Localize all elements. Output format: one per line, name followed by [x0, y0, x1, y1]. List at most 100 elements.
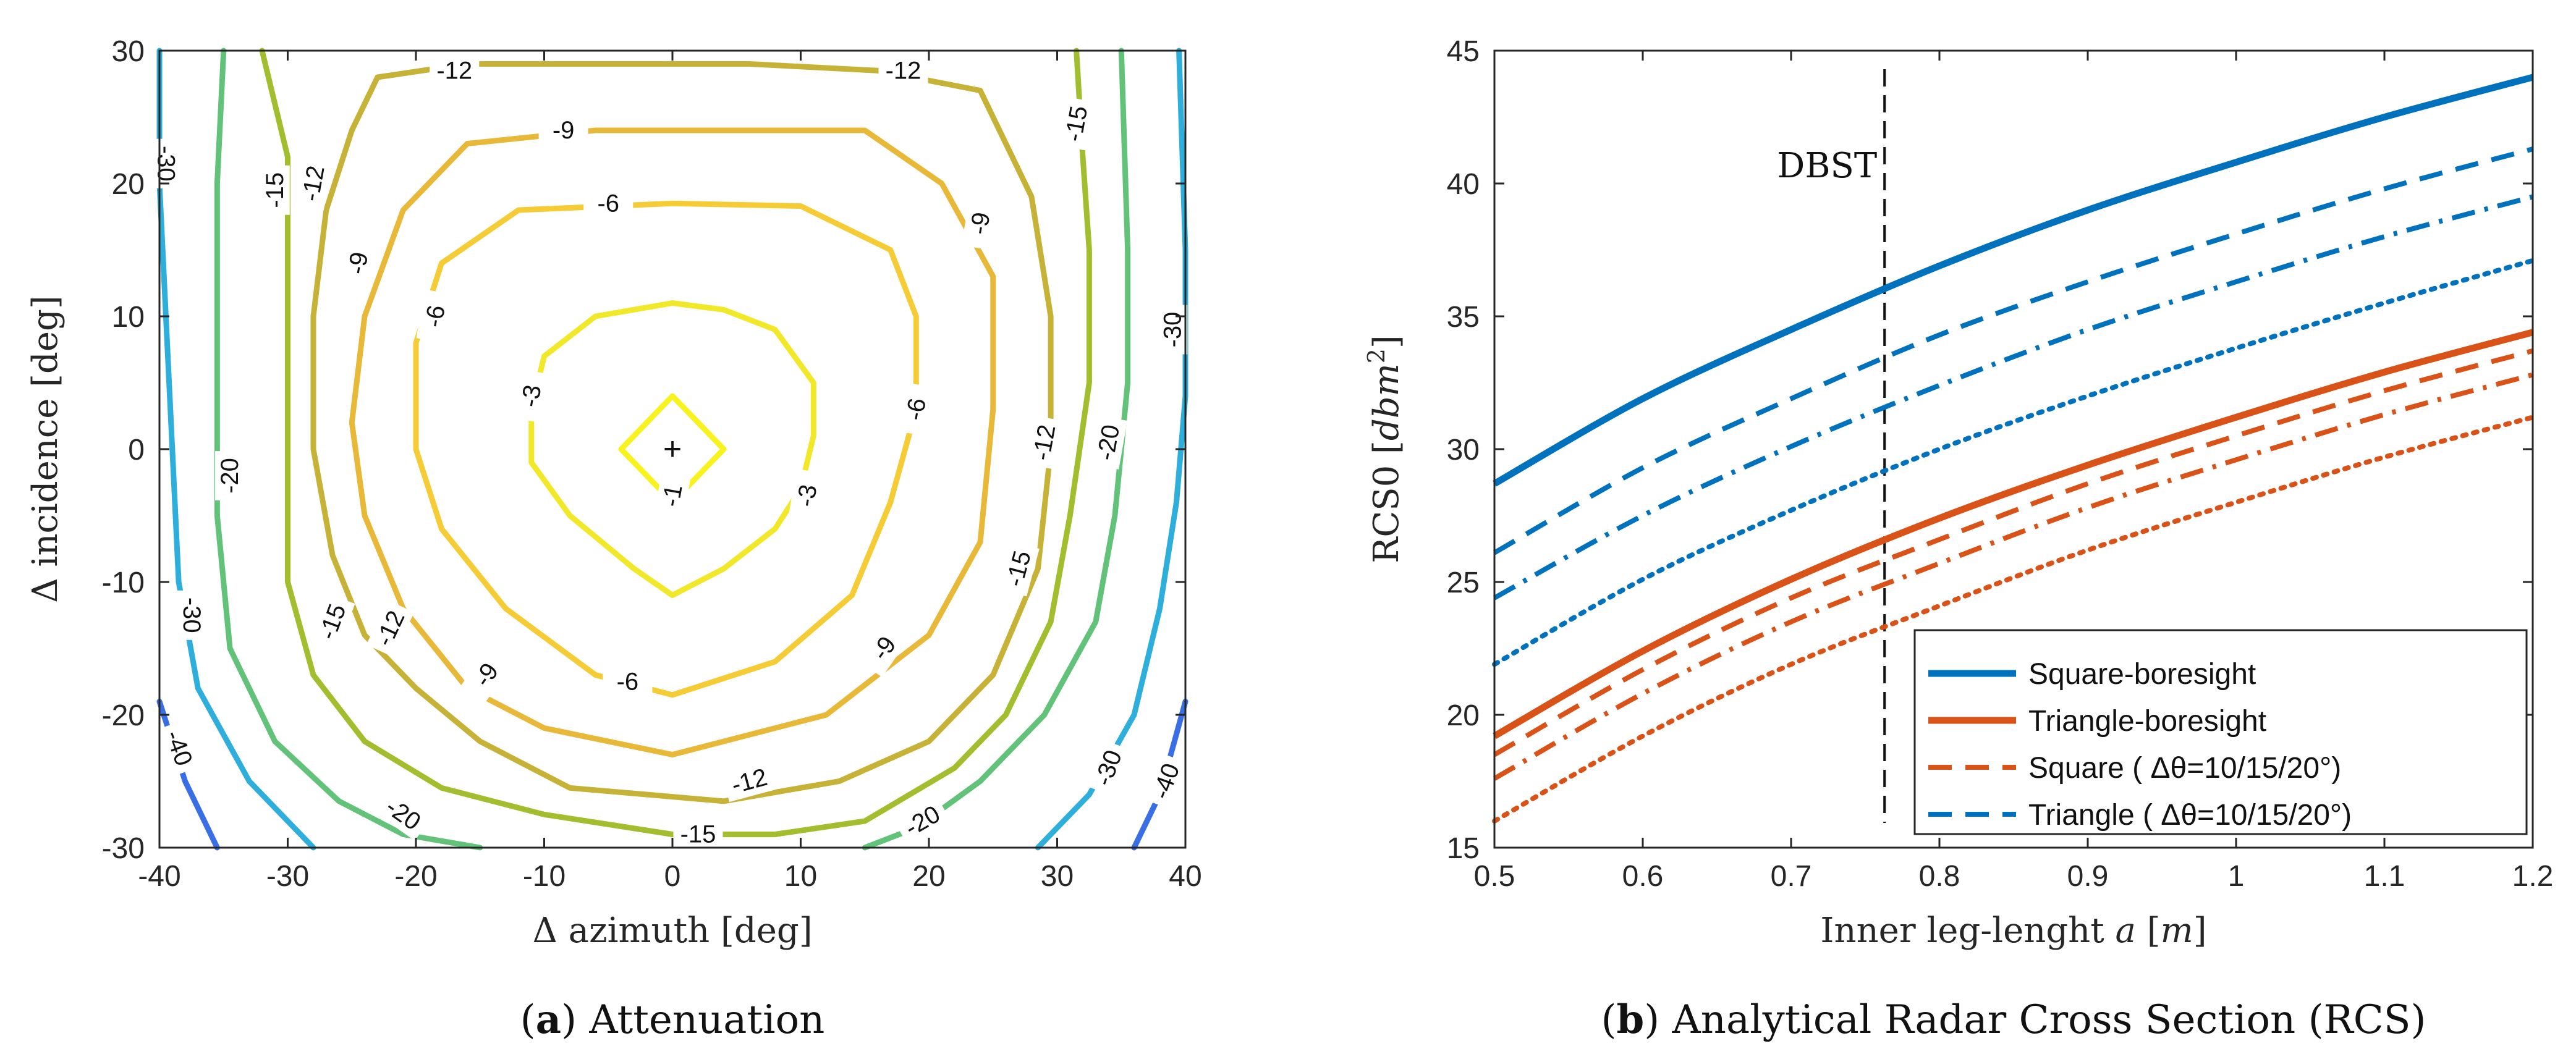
attenuation-contour-plot: -1-3-3-6-6-6-6-9-9-9-9-9-12 -12-12-12-12-… [25, 35, 1202, 1043]
contour-label: -9 [343, 250, 374, 277]
y-tick-label-a: -20 [102, 699, 145, 732]
contour-label: -30 [1159, 312, 1186, 348]
contour-label-bg [788, 468, 826, 523]
contour-label-bg [603, 667, 653, 697]
y-tick-label-a: -10 [102, 567, 145, 599]
y-axis-label-b: RCS0 [dbm2] [1363, 335, 1407, 563]
x-tick-label-a: -30 [266, 860, 309, 893]
x-axis-label-b-main: Inner leg-lenght [1820, 911, 2115, 951]
contour-label-bg [857, 619, 910, 678]
legend-label: Square ( Δθ=10/15/20°) [2028, 752, 2341, 785]
x-axis-label-b-var: a [2116, 911, 2136, 951]
contour-label-bg [721, 760, 777, 803]
contour-label-bg [294, 156, 333, 211]
legend: Square-boresight Triangle-boresight Square… [1913, 629, 2528, 835]
x-tick-label-b: 1.2 [2512, 860, 2554, 893]
contour-label: -12 [436, 57, 472, 84]
contour-line-level-9 [349, 127, 996, 757]
contour-label-bg [366, 599, 415, 657]
contour-label: -20 [1092, 423, 1125, 463]
series-line-orange-solid [1493, 329, 2534, 740]
y-tick-label-b: 45 [1447, 35, 1480, 68]
contour-label-bg [961, 196, 999, 251]
contour-label: -6 [900, 396, 931, 423]
x-tick-label-a: 0 [664, 860, 681, 893]
contour-label-bg [310, 593, 355, 651]
contour-label: -12 [297, 164, 329, 204]
x-tick-label-b: 1 [2228, 860, 2245, 893]
contour-label-bg [374, 788, 432, 841]
series-line-orange-dashed [1493, 348, 2534, 757]
ticks-b: 0.5 0.6 0.7 0.8 0.9 1 1.1 1.2 15 20 25 30 35 40 45 [1447, 35, 2554, 893]
contour-label: -3 [792, 483, 823, 509]
x-tick-label-b: 0.8 [1919, 860, 1960, 893]
x-tick-label-b: 0.5 [1474, 860, 1515, 893]
contour-label: -15 [680, 821, 716, 848]
contour-label: -12 [1028, 423, 1061, 463]
contour-label-bg [260, 165, 290, 215]
contour-line-level-12 [310, 61, 1054, 804]
y-axis-label-b-exp: 2 [1363, 348, 1390, 363]
x-axis-label-b-open: [ [2136, 911, 2161, 951]
y-axis-label-a: Δ incidence [deg] [25, 295, 66, 602]
plot-area-a [159, 51, 1185, 848]
x-tick-label-b: 0.6 [1622, 860, 1664, 893]
x-tick-label-a: -40 [138, 860, 180, 893]
x-tick-label-a: 30 [1041, 860, 1074, 893]
y-axis-label-b-unit: dbm [1366, 363, 1407, 441]
caption-a-letter: a [536, 997, 561, 1043]
contour-label-bg [430, 56, 480, 86]
x-tick-label-a: -20 [394, 860, 437, 893]
contour-label: -6 [617, 668, 639, 695]
x-tick-label-b: 0.9 [2067, 860, 2109, 893]
contour-line-level-20 [214, 48, 483, 851]
legend-label: Triangle ( Δθ=10/15/20°) [2028, 799, 2352, 832]
contour-label-bg [583, 188, 633, 219]
contour-label: -9 [553, 117, 575, 144]
series-line-orange-dotted [1492, 415, 2535, 824]
contour-label: -30 [178, 597, 205, 633]
contour-label-bg [538, 116, 588, 145]
x-tick-label-a: -10 [523, 860, 566, 893]
contour-label-bg [416, 289, 454, 344]
contour-label-bg [176, 590, 206, 640]
contour-label-bg [673, 819, 723, 850]
contour-label-bg [512, 369, 551, 423]
contour-labels: -1-3-3-6-6-6-6-9-9-9-9-9-12 -12-12-12-12-… [151, 56, 1189, 850]
x-tick-label-b: 1.1 [2364, 860, 2405, 893]
contour-label: -30 [152, 146, 179, 182]
contour-label-bg [1057, 96, 1096, 151]
contour-label-bg [998, 541, 1040, 597]
rcs-line-chart: DBST 0.5 0.6 0.7 0.8 0.9 1 1.1 1.2 15 20 25 30 35 40 4… [1363, 35, 2553, 1043]
contour-label-bg [156, 719, 201, 777]
contour-line-level-15 [259, 48, 1092, 837]
x-axis-label-a: Δ azimuth [deg] [532, 911, 812, 951]
x-tick-label-b: 0.7 [1771, 860, 1812, 893]
x-tick-label-a: 10 [784, 860, 817, 893]
y-tick-label-a: 20 [112, 168, 145, 201]
contour-label-bg [151, 138, 181, 188]
y-tick-label-b: 25 [1447, 567, 1480, 599]
contour-label-bg [215, 451, 245, 500]
legend-label: Triangle-boresight [2028, 705, 2266, 738]
dbst-label: DBST [1777, 146, 1877, 186]
x-tick-label-a: 40 [1169, 860, 1201, 893]
y-axis-label-b-close: ] [1366, 335, 1407, 348]
contour-line-level-30 [156, 48, 316, 851]
y-tick-label-b: 35 [1447, 301, 1480, 334]
x-axis-label-b-unit: m [2161, 911, 2193, 951]
contour-label-bg [1089, 415, 1128, 470]
center-marker: + [663, 431, 682, 467]
contour-label-bg [897, 382, 935, 437]
legend-box [1913, 629, 2528, 835]
x-axis-label-b-close: ] [2193, 911, 2207, 951]
contour-label: -3 [516, 383, 547, 410]
y-tick-label-b: 20 [1447, 699, 1480, 732]
contour-label: -6 [420, 303, 451, 330]
caption-b-text: Analytical Radar Cross Section (RCS) [1659, 997, 2426, 1043]
contour-label-bg [1025, 415, 1064, 470]
contour-label: -12 [886, 57, 922, 84]
caption-b-letter: b [1616, 997, 1644, 1043]
contour-label-bg [339, 236, 378, 290]
